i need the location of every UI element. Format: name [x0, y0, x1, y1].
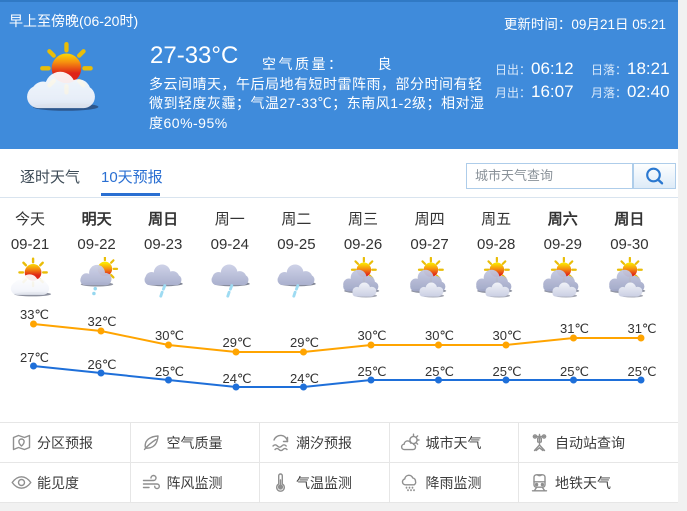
svg-text:25℃: 25℃ — [155, 364, 184, 379]
svg-text:31℃: 31℃ — [560, 321, 589, 336]
svg-text:33℃: 33℃ — [20, 307, 49, 322]
svg-text:25℃: 25℃ — [627, 364, 656, 379]
svg-text:27℃: 27℃ — [20, 350, 49, 365]
svg-text:30℃: 30℃ — [492, 328, 521, 343]
svg-text:31℃: 31℃ — [627, 321, 656, 336]
svg-text:25℃: 25℃ — [425, 364, 454, 379]
svg-text:30℃: 30℃ — [357, 328, 386, 343]
svg-text:24℃: 24℃ — [222, 371, 251, 386]
svg-text:30℃: 30℃ — [425, 328, 454, 343]
svg-text:30℃: 30℃ — [155, 328, 184, 343]
svg-text:24℃: 24℃ — [290, 371, 319, 386]
svg-text:29℃: 29℃ — [222, 335, 251, 350]
svg-text:25℃: 25℃ — [492, 364, 521, 379]
svg-text:25℃: 25℃ — [560, 364, 589, 379]
svg-text:29℃: 29℃ — [290, 335, 319, 350]
svg-text:32℃: 32℃ — [87, 314, 116, 329]
svg-text:26℃: 26℃ — [87, 357, 116, 372]
svg-text:25℃: 25℃ — [357, 364, 386, 379]
